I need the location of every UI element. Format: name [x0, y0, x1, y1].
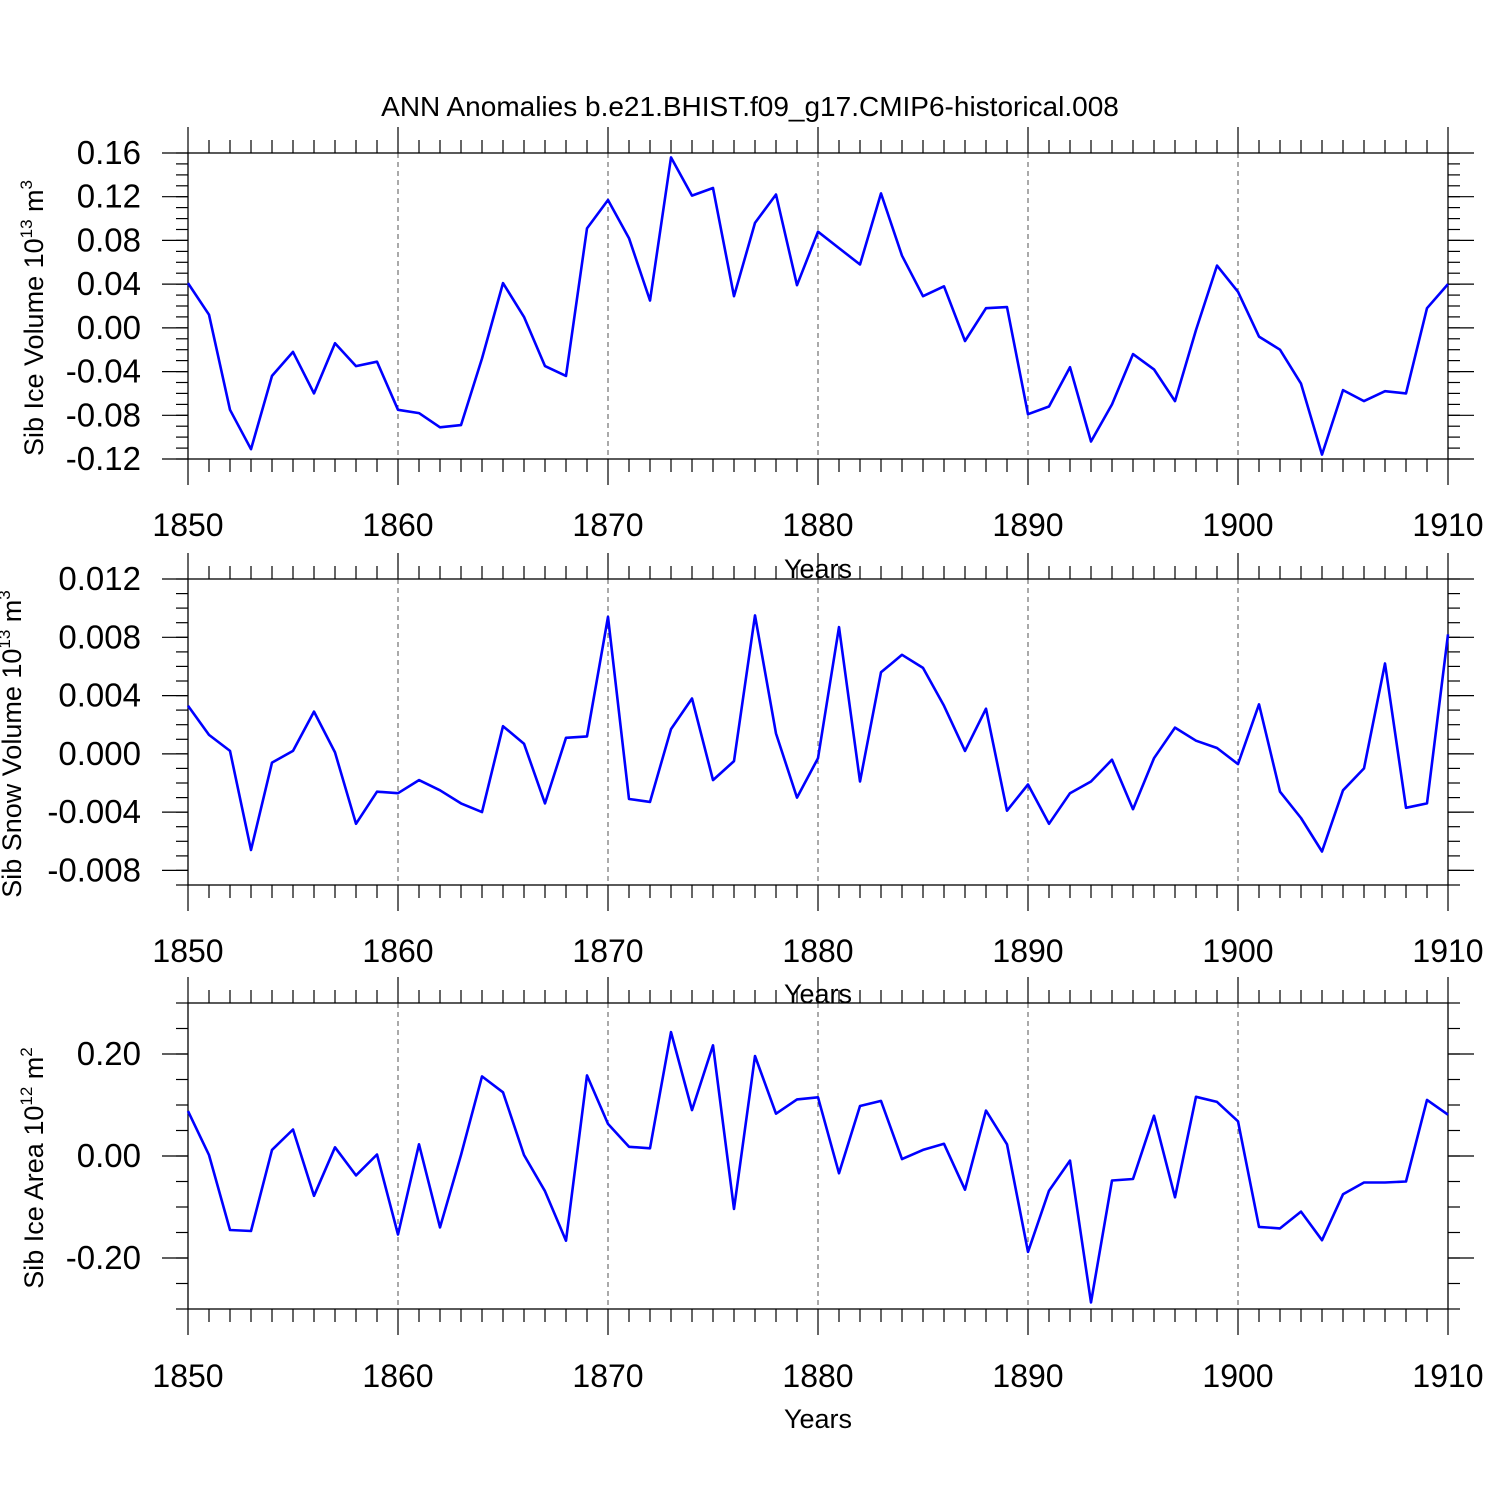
x-tick-label: 1880: [782, 507, 853, 543]
y-axis-title-unit-exponent: 3: [0, 590, 14, 599]
x-tick-label: 1850: [152, 1358, 223, 1394]
series-line: [186, 1030, 1449, 1304]
y-axis-title: Sib Snow Volume 1013 m3: [0, 590, 27, 898]
y-tick-label: -0.008: [47, 851, 141, 888]
y-axis-title: Sib Ice Volume 1013 m3: [17, 180, 49, 456]
y-tick-label: 0.00: [77, 309, 141, 346]
x-tick-label: 1910: [1412, 933, 1483, 969]
y-tick-label: 0.008: [58, 618, 141, 655]
y-tick-label: 0.012: [58, 560, 141, 597]
x-tick-label: 1880: [782, 933, 853, 969]
series-line: [186, 614, 1450, 853]
x-tick-label: 1870: [572, 1358, 643, 1394]
y-tick-label: 0.04: [77, 265, 141, 302]
x-tick-label: 1860: [362, 1358, 433, 1394]
x-tick-label: 1900: [1202, 507, 1273, 543]
y-axis-title-text: Sib Ice Area 10: [19, 1106, 49, 1289]
x-tick-label: 1850: [152, 933, 223, 969]
x-tick-label: 1880: [782, 1358, 853, 1394]
y-axis-title-exponent: 12: [17, 1087, 36, 1106]
x-tick-label: 1890: [992, 507, 1063, 543]
chart-title: ANN Anomalies b.e21.BHIST.f09_g17.CMIP6-…: [381, 91, 1119, 122]
x-tick-label: 1900: [1202, 933, 1273, 969]
y-axis-title-space: [19, 1079, 49, 1087]
y-tick-label: 0.20: [77, 1035, 141, 1072]
y-axis-title-exponent: 13: [0, 630, 14, 649]
y-tick-label: -0.12: [66, 440, 141, 477]
y-tick-label: 0.16: [77, 134, 141, 171]
y-axis-title-exponent: 13: [17, 219, 36, 238]
x-tick-label: 1860: [362, 933, 433, 969]
x-tick-label: 1890: [992, 1358, 1063, 1394]
panel-sib-snow-volume: Sib Snow Volume 1013 m3 Years -0.008-0.0…: [0, 553, 1484, 1009]
panel-sib-ice-volume: Sib Ice Volume 1013 m3 Years -0.12-0.08-…: [17, 127, 1484, 584]
y-tick-label: -0.04: [66, 353, 141, 390]
x-tick-label: 1860: [362, 507, 433, 543]
y-axis-title-text: Sib Snow Volume 10: [0, 649, 27, 898]
x-tick-label: 1870: [572, 933, 643, 969]
x-tick-label: 1890: [992, 933, 1063, 969]
x-tick-label: 1870: [572, 507, 643, 543]
y-axis-title-unit-exponent: 3: [17, 180, 36, 189]
y-tick-label: 0.08: [77, 221, 141, 258]
x-tick-label: 1910: [1412, 507, 1483, 543]
y-tick-label: 0.12: [77, 178, 141, 215]
x-axis-title: Years: [784, 1404, 852, 1434]
y-axis-title-space: [19, 212, 49, 220]
y-tick-label: -0.20: [66, 1239, 141, 1276]
y-axis-title-unit: m: [19, 189, 49, 212]
y-axis-title-unit-exponent: 2: [17, 1047, 36, 1056]
y-tick-label: 0.000: [58, 735, 141, 772]
series-line: [186, 156, 1449, 456]
y-tick-label: -0.08: [66, 396, 141, 433]
y-tick-label: 0.004: [58, 677, 141, 714]
x-tick-label: 1850: [152, 507, 223, 543]
y-axis-title: Sib Ice Area 1012 m2: [17, 1047, 49, 1289]
x-tick-label: 1910: [1412, 1358, 1483, 1394]
panel-sib-ice-area: Sib Ice Area 1012 m2 Years -0.20 0.00 0.20…: [17, 977, 1484, 1434]
y-axis-title-text: Sib Ice Volume 10: [19, 238, 49, 456]
y-tick-label: 0.00: [77, 1137, 141, 1174]
y-axis-title-unit: m: [0, 600, 27, 623]
x-tick-label: 1900: [1202, 1358, 1273, 1394]
y-axis-title-space: [0, 622, 27, 630]
y-axis-title-unit: m: [19, 1057, 49, 1080]
y-tick-label: -0.004: [47, 793, 141, 830]
